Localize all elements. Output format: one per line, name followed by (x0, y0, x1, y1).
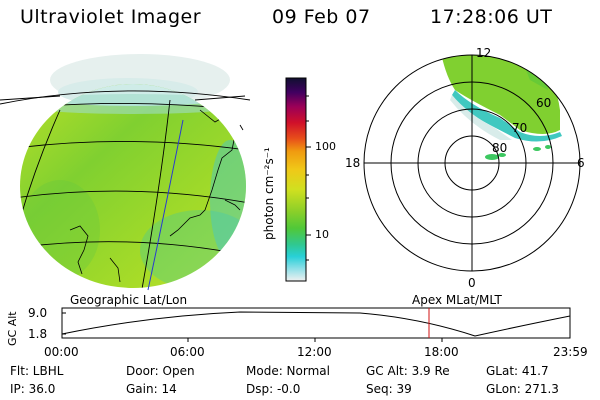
mlt-label-6: 6 (577, 156, 585, 170)
colorbar (285, 77, 311, 282)
mlt-label-12: 12 (476, 46, 492, 60)
info-door: Door: Open (126, 364, 195, 378)
timeline-xtick-0600: 06:00 (170, 345, 205, 359)
lat-label-70: 70 (512, 121, 528, 135)
timeline-axis-title: GC Alt (6, 311, 19, 346)
mlt-label-0: 0 (468, 276, 476, 290)
info-gc-alt: GC Alt: 3.9 Re (366, 364, 450, 378)
timeline-left-label: Geographic Lat/Lon (70, 293, 188, 307)
mlt-label-18: 18 (345, 156, 361, 170)
info-ip: IP: 36.0 (10, 382, 56, 396)
altitude-timeline (61, 307, 571, 342)
colorbar-unit-label: photon cm⁻²s⁻¹ (262, 147, 276, 240)
info-mode: Mode: Normal (246, 364, 330, 378)
info-glat: GLat: 41.7 (486, 364, 549, 378)
timeline-xtick-0000: 00:00 (44, 345, 79, 359)
timeline-ytick-1-8: 1.8 (28, 327, 48, 341)
lat-label-60: 60 (536, 96, 552, 110)
earth-image (0, 54, 251, 291)
timeline-xtick-2359: 23:59 (553, 345, 588, 359)
timeline-xtick-1800: 18:00 (424, 345, 459, 359)
info-filter: Flt: LBHL (10, 364, 64, 378)
colorbar-tick-100: 100 (315, 140, 336, 153)
info-glon: GLon: 271.3 (486, 382, 559, 396)
timeline-right-label: Apex MLat/MLT (412, 293, 502, 307)
polar-plot (363, 54, 581, 272)
info-gain: Gain: 14 (126, 382, 177, 396)
lat-label-80: 80 (492, 141, 508, 155)
info-seq: Seq: 39 (366, 382, 412, 396)
info-dsp: Dsp: -0.0 (246, 382, 301, 396)
colorbar-tick-10: 10 (315, 228, 329, 241)
timeline-ytick-9: 9.0 (28, 306, 48, 320)
date-label: 09 Feb 07 (272, 6, 371, 28)
time-label: 17:28:06 UT (430, 6, 553, 28)
app-title: Ultraviolet Imager (20, 6, 202, 28)
timeline-xtick-1200: 12:00 (297, 345, 332, 359)
